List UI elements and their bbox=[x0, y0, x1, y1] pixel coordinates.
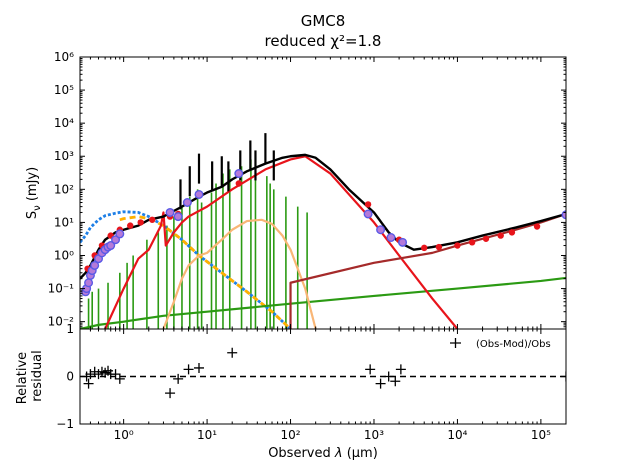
observed-flux-point bbox=[111, 235, 121, 245]
residual-point bbox=[365, 364, 376, 375]
residual-y-label-line1: Relative bbox=[15, 352, 30, 404]
x-tick-label: 10⁰ bbox=[114, 428, 134, 442]
residual-y-tick-label: −1 bbox=[56, 417, 74, 431]
y-tick-label: 10⁴ bbox=[54, 116, 74, 130]
observed-flux-point bbox=[363, 209, 373, 219]
model-flux-point bbox=[127, 222, 134, 229]
x-axis-label: Observed λ (μm) bbox=[268, 446, 378, 461]
observed-flux-point bbox=[106, 241, 116, 251]
model-flux-point bbox=[421, 244, 428, 252]
residual-plot-frame bbox=[79, 328, 567, 425]
observed-flux-point bbox=[398, 237, 408, 247]
model-flux-point bbox=[435, 243, 443, 251]
x-tick-label: 10³ bbox=[364, 428, 384, 442]
y-tick-label: 10⁶ bbox=[54, 50, 74, 64]
residual-point bbox=[390, 376, 401, 387]
sed-y-axis-label: Sν (mJy) bbox=[25, 167, 43, 219]
residual-point bbox=[193, 362, 204, 373]
model-flux-point bbox=[364, 201, 372, 208]
residual-legend: (Obs-Mod)/Obs bbox=[450, 338, 551, 350]
residual-y-label-line2: residual bbox=[30, 350, 45, 402]
series-unattenuated-stellar bbox=[80, 210, 292, 329]
sed-series-layer bbox=[80, 133, 566, 329]
observed-flux-point bbox=[84, 278, 94, 288]
y-tick-label: 10⁻¹ bbox=[48, 282, 75, 296]
residual-layer bbox=[80, 347, 566, 399]
series-dust-emission bbox=[162, 218, 317, 329]
residual-y-axis-label: Relative residual bbox=[15, 348, 45, 405]
residual-y-tick-label: 1 bbox=[66, 322, 74, 336]
y-tick-label: 10⁵ bbox=[54, 83, 74, 97]
observed-flux-point bbox=[234, 169, 244, 179]
model-flux-point bbox=[468, 239, 476, 246]
model-flux-point bbox=[533, 223, 541, 230]
residual-point bbox=[173, 373, 184, 384]
model-flux-point bbox=[454, 242, 461, 249]
model-flux-point bbox=[497, 232, 504, 239]
chart-subtitle: reduced χ²=1.8 bbox=[265, 32, 382, 50]
residual-point bbox=[375, 378, 386, 389]
residual-point bbox=[83, 378, 94, 389]
x-tick-label: 10¹ bbox=[197, 428, 217, 442]
residual-y-tick-label: 0 bbox=[66, 370, 74, 384]
y-tick-label: 10⁰ bbox=[54, 248, 74, 262]
y-tick-label: 10¹ bbox=[54, 215, 74, 229]
legend-label: (Obs-Mod)/Obs bbox=[476, 339, 551, 350]
y-tick-label: 10² bbox=[54, 182, 74, 196]
legend-plus-marker bbox=[450, 338, 461, 348]
x-tick-label: 10⁵ bbox=[531, 428, 551, 442]
observed-flux-point bbox=[194, 189, 204, 199]
residual-point bbox=[395, 364, 406, 375]
model-flux-point bbox=[508, 229, 516, 236]
observed-flux-point bbox=[386, 232, 396, 242]
observed-flux-point bbox=[115, 229, 125, 239]
model-flux-point bbox=[482, 235, 490, 242]
model-flux-point bbox=[235, 180, 243, 187]
residual-point bbox=[110, 369, 121, 380]
y-tick-label: 10⁻² bbox=[48, 315, 75, 329]
series-attenuated-stellar bbox=[119, 215, 292, 329]
model-flux-point bbox=[137, 219, 144, 226]
observed-flux-point bbox=[165, 207, 175, 217]
chart-title: GMC8 bbox=[301, 12, 346, 30]
residual-point bbox=[114, 373, 125, 384]
residual-point bbox=[165, 388, 176, 399]
observed-flux-point bbox=[376, 225, 386, 235]
observed-flux-point bbox=[173, 212, 183, 222]
y-tick-label: 10³ bbox=[54, 149, 74, 163]
series-nebular-emission bbox=[80, 276, 566, 329]
x-tick-label: 10² bbox=[280, 428, 300, 442]
observed-flux-point bbox=[90, 260, 100, 270]
residual-point bbox=[383, 371, 394, 382]
residual-point bbox=[183, 364, 194, 375]
observed-flux-point bbox=[182, 197, 192, 207]
x-tick-label: 10⁴ bbox=[447, 428, 467, 442]
model-flux-point bbox=[149, 216, 156, 223]
residual-point bbox=[227, 347, 238, 358]
sed-plot-background bbox=[80, 57, 566, 329]
